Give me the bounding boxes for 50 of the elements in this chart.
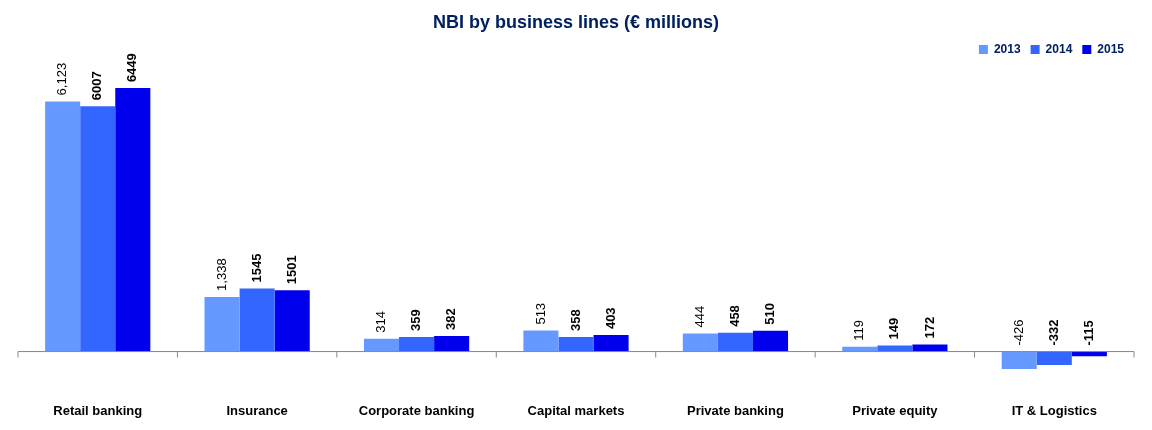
bar — [204, 296, 240, 352]
bar — [45, 101, 81, 352]
bar — [434, 335, 470, 352]
data-label: 358 — [567, 309, 583, 331]
bar — [399, 336, 435, 352]
data-label: 6007 — [89, 71, 105, 101]
data-label: 172 — [921, 316, 937, 339]
bar — [752, 330, 789, 352]
x-tick-label: Capital markets — [527, 402, 625, 418]
bar — [115, 88, 151, 352]
data-label: 403 — [602, 307, 618, 330]
x-tick-label: Private equity — [852, 402, 939, 418]
data-label: 149 — [886, 317, 902, 340]
bar — [523, 330, 559, 352]
data-label: -426 — [1010, 319, 1026, 346]
bar — [363, 338, 400, 352]
data-label: 513 — [532, 302, 548, 325]
bar — [877, 345, 913, 352]
bar — [593, 335, 629, 352]
bar — [682, 333, 718, 352]
bar — [558, 336, 594, 352]
data-label: 444 — [691, 305, 707, 328]
data-label: 1545 — [248, 253, 264, 283]
data-label: 1501 — [283, 255, 299, 285]
x-tick-label: IT & Logistics — [1011, 402, 1097, 418]
x-tick-label: Insurance — [226, 402, 288, 418]
data-label: 119 — [851, 319, 867, 341]
bar — [239, 288, 275, 352]
data-label: 359 — [408, 309, 424, 331]
data-label: 510 — [762, 303, 778, 325]
bar — [1036, 351, 1072, 366]
data-label: -332 — [1045, 319, 1061, 346]
bar — [1001, 351, 1037, 369]
data-label: 6,123 — [54, 62, 70, 96]
x-tick-label: Private banking — [687, 402, 784, 418]
data-label: -115 — [1080, 320, 1096, 346]
chart-title: NBI by business lines (€ millions) — [432, 11, 720, 32]
data-label: 1,338 — [213, 258, 229, 291]
bar — [274, 290, 310, 352]
data-label: 314 — [373, 311, 389, 333]
x-tick-label: Retail banking — [53, 402, 143, 418]
legend-label: 2013 — [993, 41, 1021, 56]
data-label: 458 — [727, 305, 743, 327]
data-label: 6449 — [124, 53, 140, 83]
legend-label: 2015 — [1097, 41, 1125, 56]
bar — [717, 332, 753, 352]
x-tick-label: Corporate banking — [358, 402, 475, 418]
bar — [80, 106, 116, 352]
legend-label: 2014 — [1045, 41, 1073, 56]
data-label: 382 — [443, 308, 459, 330]
